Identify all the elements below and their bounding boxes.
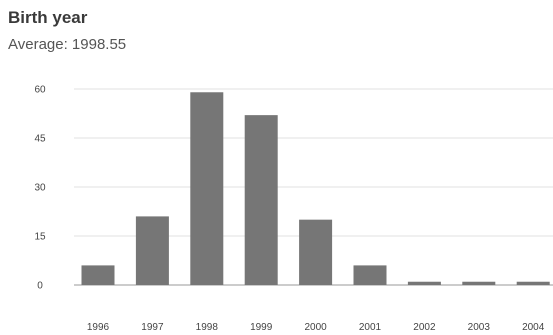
y-tick-label: 15 — [34, 232, 46, 243]
bar-layer — [81, 92, 550, 286]
y-tick-label: 0 — [37, 281, 43, 292]
y-tick-label: 30 — [34, 183, 46, 194]
y-tick-label: 45 — [34, 134, 46, 145]
x-tick-label: 1999 — [250, 322, 273, 333]
label-layer: 0 15 30 45 60 1996 1997 1998 1999 2000 2001 2002 200… — [34, 85, 544, 334]
x-tick-label: 2003 — [468, 322, 491, 333]
bar-2001 — [353, 265, 387, 285]
bar-1998 — [190, 92, 224, 286]
bar-2002 — [407, 281, 441, 285]
x-tick-label: 2004 — [522, 322, 545, 333]
chart-subtitle: Average: 1998.55 — [8, 36, 127, 53]
bar-1997 — [135, 216, 169, 285]
x-tick-label: 2001 — [359, 322, 382, 333]
y-tick-label: 60 — [34, 85, 46, 96]
x-tick-label: 1997 — [141, 322, 164, 333]
x-tick-label: 2000 — [304, 322, 327, 333]
x-tick-label: 1996 — [87, 322, 110, 333]
chart-title: Birth year — [8, 8, 88, 27]
x-tick-label: 1998 — [196, 322, 219, 333]
bar-1999 — [244, 115, 278, 285]
bar-2000 — [299, 219, 333, 285]
bar-1996 — [81, 265, 115, 285]
x-tick-label: 2002 — [413, 322, 436, 333]
bar-2003 — [462, 281, 496, 285]
bar-2004 — [516, 281, 550, 285]
